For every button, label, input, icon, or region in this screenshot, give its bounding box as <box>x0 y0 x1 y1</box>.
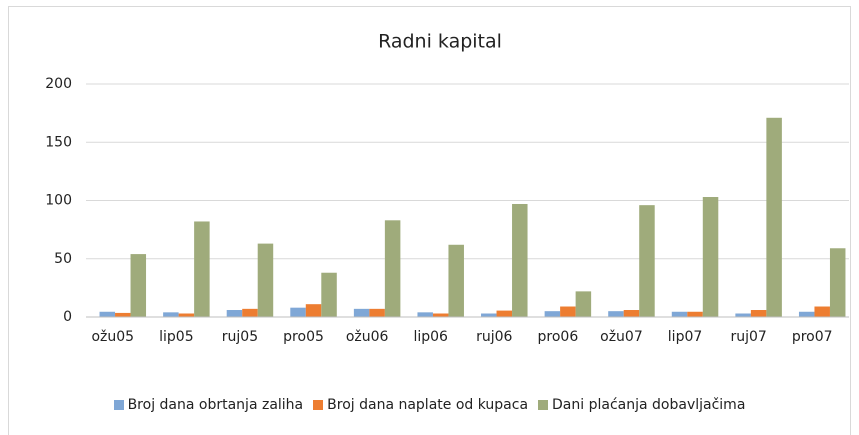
bar <box>623 310 640 317</box>
bar <box>481 313 497 317</box>
bar <box>194 221 210 317</box>
x-tick-label: ruj05 <box>222 329 258 345</box>
bar <box>448 244 464 317</box>
bar <box>829 248 846 317</box>
chart-frame <box>8 6 851 435</box>
bar <box>560 306 576 317</box>
legend: Broj dana obrtanja zaliha Broj dana napla… <box>0 397 859 413</box>
bar <box>369 308 385 317</box>
bar <box>417 312 433 317</box>
bar <box>512 203 528 317</box>
legend-item: Broj dana naplate od kupaca <box>313 397 528 413</box>
bar <box>226 310 243 317</box>
y-tick-label: 50 <box>54 251 72 267</box>
bar <box>115 312 131 317</box>
x-tick-label: pro06 <box>538 329 579 345</box>
bar <box>163 312 179 317</box>
bar <box>321 272 337 317</box>
x-tick-label: pro07 <box>792 329 833 345</box>
bar <box>257 243 274 317</box>
bar <box>544 311 561 317</box>
bar <box>353 308 370 317</box>
x-tick-label: ožu07 <box>600 329 643 345</box>
bar <box>130 254 147 317</box>
y-tick-label: 0 <box>63 309 72 325</box>
x-tick-label: ruj06 <box>476 329 512 345</box>
x-tick-label: ožu05 <box>91 329 134 345</box>
legend-swatch <box>113 400 124 410</box>
bar <box>639 205 655 317</box>
legend-swatch <box>313 400 324 410</box>
legend-item: Dani plaćanja dobavljačima <box>538 397 745 413</box>
x-tick-label: pro05 <box>283 329 324 345</box>
bar <box>305 304 322 317</box>
bar <box>687 311 703 317</box>
x-tick-label: ožu06 <box>346 329 389 345</box>
bar <box>798 311 815 317</box>
legend-label: Broj dana obrtanja zaliha <box>127 397 304 413</box>
x-tick-label: lip06 <box>413 329 448 345</box>
x-tick-label: ruj07 <box>730 329 766 345</box>
bar <box>432 313 449 317</box>
bar <box>608 311 624 317</box>
y-tick-label: 200 <box>45 76 72 92</box>
bar <box>702 197 719 317</box>
bar <box>242 308 258 317</box>
bar <box>750 310 767 317</box>
bar <box>671 311 688 317</box>
x-tick-label: lip07 <box>668 329 702 345</box>
bar <box>178 313 195 317</box>
bar <box>384 220 401 317</box>
legend-item: Broj dana obrtanja zaliha <box>113 397 304 413</box>
legend-label: Dani plaćanja dobavljačima <box>552 397 746 413</box>
bar <box>99 311 116 317</box>
legend-label: Broj dana naplate od kupaca <box>327 397 529 413</box>
x-tick-label: lip05 <box>159 329 193 345</box>
bar <box>735 313 751 317</box>
legend-swatch <box>538 400 549 410</box>
y-tick-label: 100 <box>45 193 72 209</box>
bar <box>496 310 513 317</box>
bar <box>766 117 782 317</box>
chart-title: Radni kapital <box>378 31 502 53</box>
bar <box>814 306 830 317</box>
bar <box>290 307 306 317</box>
y-tick-label: 150 <box>45 134 72 150</box>
bar <box>575 291 592 317</box>
